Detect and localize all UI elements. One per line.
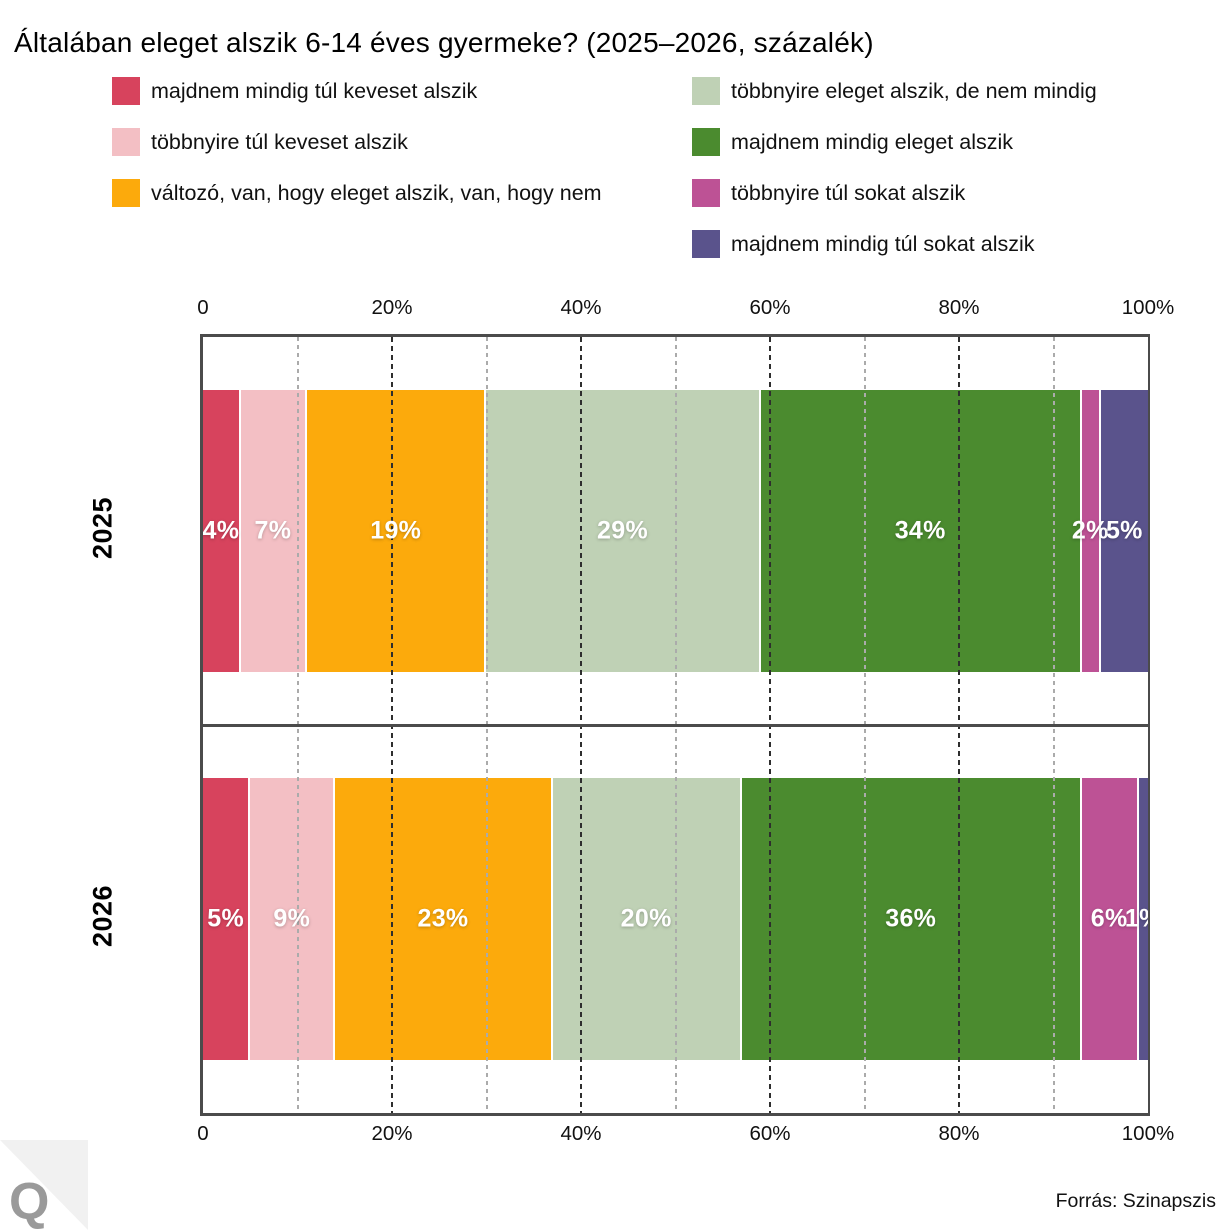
logo-letter: Q [9,1173,50,1231]
legend-item: majdnem mindig eleget alszik [692,128,1097,156]
bar-segment: 19% [306,390,487,672]
page-title: Általában eleget alszik 6-14 éves gyerme… [14,26,874,58]
legend-item: majdnem mindig túl sokat alszik [692,230,1097,258]
bar-segment-label: 1% [1124,904,1148,933]
legend-label: változó, van, hogy eleget alszik, van, h… [151,180,602,205]
bar-segment-label: 34% [894,516,946,545]
bar-segment: 5% [203,778,251,1060]
legend-swatch-icon [112,128,140,156]
category-band: 4% 7% 19% 29% 34% 2% 5% [203,337,1148,725]
legend-label: majdnem mindig túl sokat alszik [731,231,1035,256]
legend-item: változó, van, hogy eleget alszik, van, h… [112,179,602,207]
legend-swatch-icon [692,77,720,105]
bar-segment: 36% [741,778,1082,1060]
x-axis-top: 0 20% 40% 60% 80% 100% [197,296,1174,322]
legend-label: többnyire túl sokat alszik [731,180,966,205]
plot-area: 4%7%19%29%34%2%5%5%9%23%20%36%6%1% [200,334,1150,1116]
axis-tick-label-top: 40% [560,296,602,319]
source-text: Forrás: Szinapszis [1055,1190,1216,1212]
legend-column-left: majdnem mindig túl keveset alszik többnyi… [112,77,602,230]
bar-segment-label: 5% [1105,516,1143,545]
bar-segment: 4% [203,390,241,672]
legend-item: többnyire eleget alszik, de nem mindig [692,77,1097,105]
stacked-bar: 4% 7% 19% 29% 34% 2% 5% [203,390,1148,672]
legend-swatch-icon [692,128,720,156]
legend-label: többnyire túl keveset alszik [151,129,408,154]
category-band: 5% 9% 23% 20% 36% 6%1% [203,725,1148,1113]
logo: Q [0,1140,88,1230]
bar-segment: 9% [250,778,336,1060]
row-divider [203,723,1148,727]
axis-tick-label-top: 80% [938,296,980,319]
bar-segment-label: 7% [254,516,292,545]
bar-segment: 2% [1072,390,1108,672]
bar-segment-label: 9% [273,904,311,933]
category-label: 2025 [87,496,118,560]
bar-segment: 7% [240,390,307,672]
legend-column-right: többnyire eleget alszik, de nem mindig ma… [692,77,1097,281]
bar-segment: 23% [335,778,553,1060]
bar-segment: 1% [1125,778,1148,1060]
axis-tick-label-bottom: 40% [560,1122,602,1145]
legend-item: többnyire túl keveset alszik [112,128,602,156]
bar-segment-label: 36% [885,904,937,933]
stacked-bar: 5% 9% 23% 20% 36% 6%1% [203,778,1148,1060]
bar-segment: 20% [552,778,742,1060]
axis-tick-label-top: 20% [371,296,413,319]
category-label: 2026 [87,884,118,948]
axis-tick-label-bottom: 80% [938,1122,980,1145]
legend-swatch-icon [112,77,140,105]
bar-segment-label: 2% [1071,516,1109,545]
axis-tick-label-top: 60% [749,296,791,319]
axis-tick-label-bottom: 60% [749,1122,791,1145]
bar-segment-label: 29% [597,516,648,545]
legend-item: majdnem mindig túl keveset alszik [112,77,602,105]
bar-segment: 5% [1100,390,1148,672]
legend-swatch-icon [692,179,720,207]
axis-tick-label-top: 0 [197,296,209,319]
bar-segment-label: 19% [370,516,422,545]
bar-segment: 34% [760,390,1082,672]
legend-item: többnyire túl sokat alszik [692,179,1097,207]
bar-segment-label: 23% [417,904,469,933]
axis-tick-label-bottom: 20% [371,1122,413,1145]
legend-swatch-icon [692,230,720,258]
legend-label: többnyire eleget alszik, de nem mindig [731,78,1097,103]
bar-segment-label: 6% [1090,904,1128,933]
axis-tick-label-bottom: 100% [1121,1122,1175,1145]
bar-segment-label: 4% [203,516,240,545]
bar-segment: 29% [486,390,761,672]
axis-tick-label-bottom: 0 [197,1122,209,1145]
legend-swatch-icon [112,179,140,207]
bar-segment-label: 5% [207,904,244,933]
bar-segment-label: 20% [620,904,672,933]
legend-label: majdnem mindig túl keveset alszik [151,78,478,103]
axis-tick-label-top: 100% [1121,296,1175,319]
bar-segment: 6% [1081,778,1139,1060]
legend-label: majdnem mindig eleget alszik [731,129,1014,154]
x-axis-bottom: 0 20% 40% 60% 80% 100% [197,1122,1174,1148]
